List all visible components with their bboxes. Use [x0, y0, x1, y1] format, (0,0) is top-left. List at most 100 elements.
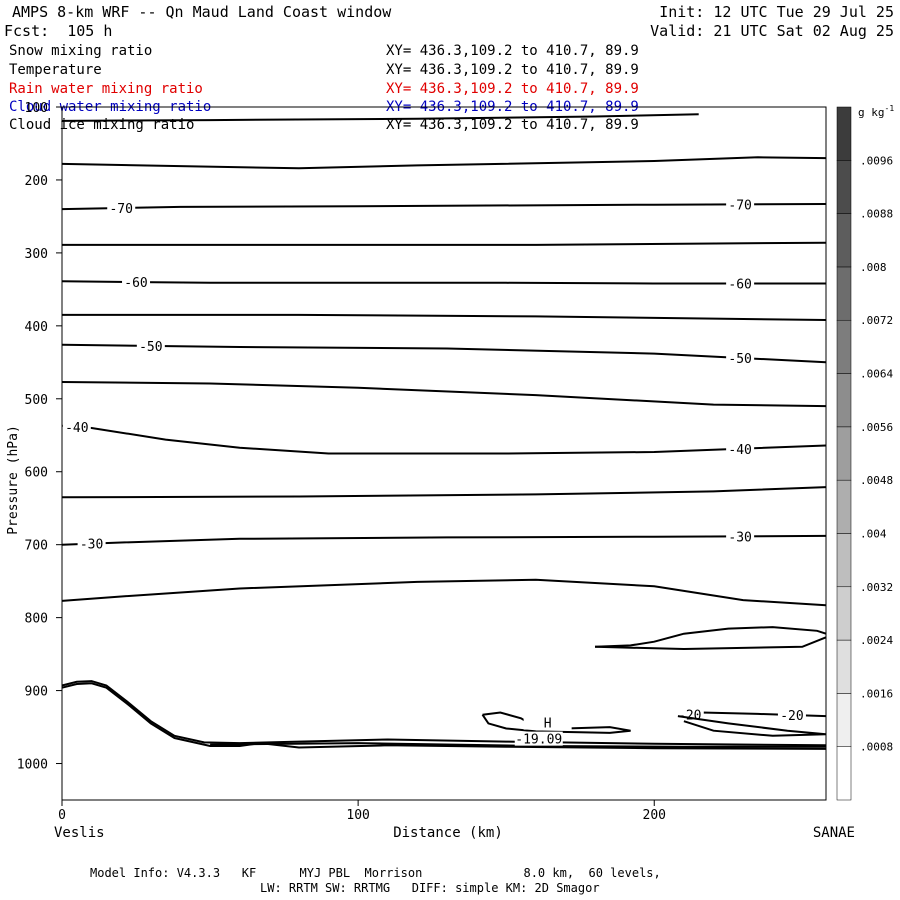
contour-label--70: -70	[728, 198, 751, 213]
contour-label--40: -40	[65, 421, 88, 436]
field-xy-rain: XY= 436.3,109.2 to 410.7, 89.9	[386, 81, 639, 97]
plot-frame	[61, 106, 827, 801]
colorbar-label-10: .0088	[860, 208, 893, 221]
model-info-line-2: LW: RRTM SW: RRTMG DIFF: simple KM: 2D S…	[260, 881, 600, 895]
y-tick-label-300: 300	[25, 247, 48, 262]
contour-label-bg	[777, 707, 806, 722]
contour-label-bg	[136, 337, 165, 352]
contour-line--40	[61, 424, 827, 455]
contour-line-13	[594, 626, 827, 648]
y-tick-label-200: 200	[25, 174, 48, 189]
field-xy-temperature: XY= 436.3,109.2 to 410.7, 89.9	[386, 62, 639, 78]
y-axis-ticks: 100 200 300 400 500 600 700 800 900 1000	[17, 101, 62, 773]
contour-label-bg	[77, 535, 106, 550]
contour-label-bg	[726, 275, 755, 290]
annotation-group: H-19.09	[514, 715, 572, 748]
contour-label--60: -60	[728, 278, 751, 293]
colorbar-label-1: .0016	[860, 687, 893, 700]
contour-label-bg	[726, 349, 755, 364]
y-tick-label-100: 100	[25, 101, 48, 116]
annotation-bg-1	[514, 731, 563, 746]
x-axis-ticks: 0 100 200	[58, 800, 666, 823]
model-info-line-1: Model Info: V4.3.3 KF MYJ PBL Morrison 8…	[90, 866, 661, 880]
field-name-temperature: Temperature	[9, 62, 102, 78]
annotation-bg-0	[523, 715, 572, 730]
terrain-line-1	[61, 682, 827, 750]
field-xy-cloud-ice: XY= 436.3,109.2 to 410.7, 89.9	[386, 117, 639, 133]
x-tick-label-200: 200	[643, 808, 666, 823]
contour-label-bg	[726, 440, 755, 455]
y-tick-label-900: 900	[25, 685, 48, 700]
contour-line-10	[61, 381, 827, 408]
colorbar-swatch-2	[836, 639, 852, 694]
colorbar-label-2: .0024	[860, 634, 893, 647]
chart-title: AMPS 8-km WRF -- Qn Maud Land Coast wind…	[12, 3, 392, 21]
colorbar-unit: g kg-1	[858, 104, 894, 119]
contour-line--50	[61, 343, 827, 364]
contour-label--50: -50	[728, 352, 751, 367]
colorbar-swatch-5	[836, 479, 852, 534]
colorbar-swatch-6	[836, 426, 852, 481]
contour-line--70	[61, 203, 827, 211]
contour-line-7	[61, 156, 827, 170]
left-endpoint-label: Veslis	[54, 825, 105, 841]
field-name-snow: Snow mixing ratio	[9, 43, 153, 59]
contour-label--40: -40	[728, 443, 751, 458]
contour-label-bg	[122, 274, 151, 289]
colorbar-unit-label: g kg-1	[858, 104, 894, 119]
field-xy-snow: XY= 436.3,109.2 to 410.7, 89.9	[386, 43, 639, 59]
annotation-0: H	[544, 717, 552, 732]
field-name-rain: Rain water mixing ratio	[9, 81, 203, 97]
contour-label--70: -70	[109, 202, 132, 217]
y-tick-label-600: 600	[25, 466, 48, 481]
x-axis-label: Distance (km)	[393, 825, 503, 841]
contour-line-12	[61, 578, 827, 607]
contour-label--30: -30	[80, 538, 103, 553]
colorbar-label-4: .004	[860, 527, 887, 540]
terrain-line-0	[61, 680, 827, 747]
colorbar-swatch-10	[836, 213, 852, 268]
colorbar-swatch-7	[836, 373, 852, 428]
y-tick-label-700: 700	[25, 539, 48, 554]
colorbar-swatch-8	[836, 319, 852, 374]
y-tick-label-1000: 1000	[17, 758, 48, 773]
contour-line--30	[61, 534, 827, 546]
colorbar-label-7: .0064	[860, 368, 893, 381]
contour-label-bg	[107, 200, 136, 215]
contour-line-8	[62, 241, 827, 246]
contour-group: -70 -70-60 -60-50-50-40-40-30 -30-20 -20	[61, 113, 827, 724]
contour-label-bg	[726, 196, 755, 211]
right-endpoint-label: SANAE	[813, 825, 855, 841]
colorbar-label-9: .008	[860, 261, 887, 274]
contour-line--60	[61, 280, 826, 285]
y-tick-label-800: 800	[25, 612, 48, 627]
colorbar: .0008 .0016 .0024 .0032 .004 .0048 .0056 .0064.…	[836, 106, 893, 801]
y-axis-label: Pressure (hPa)	[6, 425, 21, 535]
contour-label-bg	[62, 418, 91, 433]
contour-label-bg	[726, 528, 755, 543]
colorbar-label-8: .0072	[860, 314, 893, 327]
init-time: Init: 12 UTC Tue 29 Jul 25	[659, 3, 894, 21]
colorbar-label-11: .0096	[860, 154, 893, 167]
colorbar-swatch-12	[836, 106, 852, 161]
colorbar-label-0: .0008	[860, 741, 893, 754]
terrain-lines	[61, 680, 827, 750]
contour-line-9	[62, 313, 827, 321]
contour-line-6	[61, 113, 699, 122]
contour-label--30: -30	[728, 530, 751, 545]
contour-label--50: -50	[139, 340, 162, 355]
y-tick-label-500: 500	[25, 393, 48, 408]
contour-label--20: -20	[780, 709, 803, 724]
colorbar-label-3: .0032	[860, 581, 893, 594]
x-tick-label-0: 0	[58, 808, 66, 823]
high-center-contour	[481, 711, 631, 734]
colorbar-swatch-1	[836, 693, 852, 747]
contour-label--60: -60	[124, 276, 147, 291]
x-tick-label-100: 100	[346, 808, 369, 823]
colorbar-swatch-11	[836, 160, 852, 214]
forecast-hour: Fcst: 105 h	[4, 22, 113, 40]
colorbar-swatch-4	[836, 533, 852, 588]
y-tick-label-400: 400	[25, 320, 48, 335]
contour-line-11	[61, 486, 827, 499]
